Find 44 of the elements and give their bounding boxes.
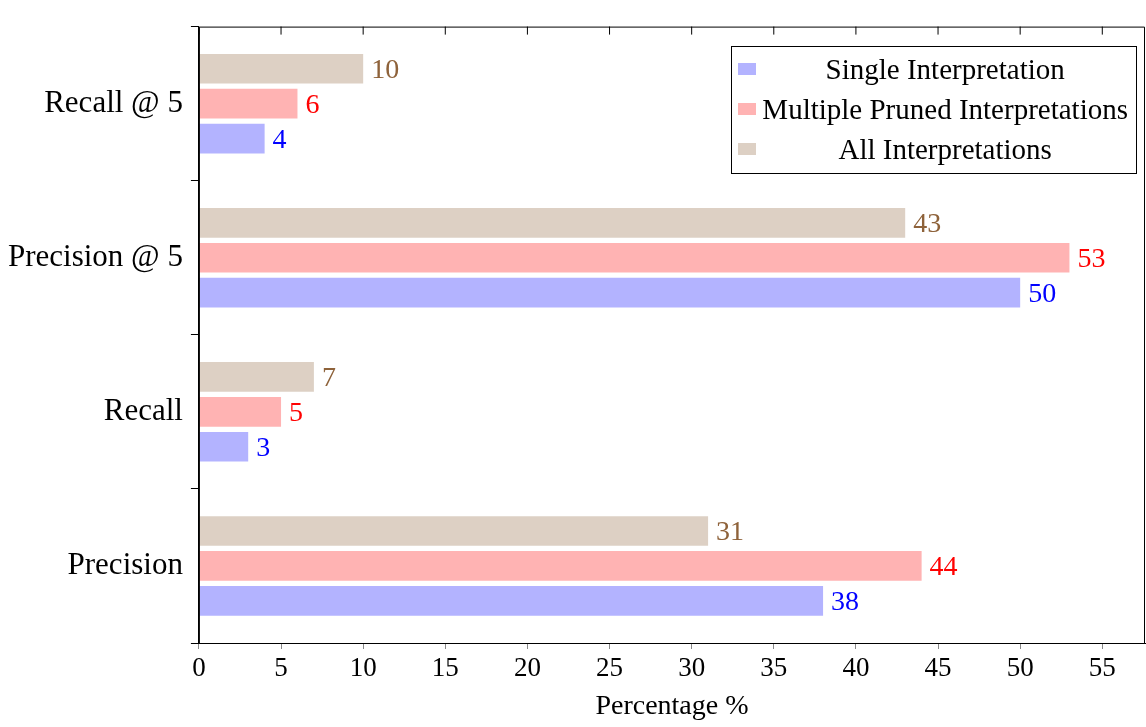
legend-label: Single Interpretation [824, 51, 1066, 87]
y-tick-label: Recall [103, 391, 183, 427]
y-tick-label: Precision @ 5 [8, 237, 183, 273]
bar [199, 242, 1070, 273]
legend-label: Multiple Pruned Interpretations [762, 91, 1128, 127]
bar [199, 397, 282, 427]
x-axis-title: Percentage % [595, 688, 749, 720]
bar [199, 277, 1021, 308]
bar [199, 207, 906, 238]
x-tick-label: 0 [192, 652, 206, 683]
x-tick-label: 25 [596, 652, 624, 683]
data-label: 5 [289, 396, 304, 428]
bar [199, 551, 922, 581]
data-label: 10 [371, 53, 400, 85]
x-tick-label: 15 [431, 652, 459, 683]
data-label: 38 [831, 585, 860, 617]
x-tick-label: 50 [1006, 652, 1034, 683]
bar [199, 123, 265, 154]
data-label: 4 [272, 122, 287, 154]
bar [199, 88, 298, 119]
series-label: All Interpretations [837, 131, 1053, 167]
data-label: 3 [256, 431, 271, 463]
x-tick-label: 45 [924, 652, 952, 683]
data-label: 43 [913, 207, 942, 239]
x-tick-label: 40 [842, 652, 870, 683]
data-label: 50 [1028, 277, 1057, 309]
bar [199, 586, 824, 616]
data-label: 6 [305, 88, 320, 120]
data-label: 53 [1077, 242, 1106, 274]
x-tick-label: 20 [513, 652, 541, 683]
x-tick-label: 10 [349, 652, 377, 683]
x-tick-label: 55 [1088, 652, 1116, 683]
bar [199, 362, 314, 392]
data-label: 44 [929, 550, 958, 582]
data-label: 7 [321, 361, 336, 393]
x-tick-label: 30 [678, 652, 706, 683]
x-tick-label: 35 [760, 652, 788, 683]
bar [199, 431, 249, 462]
y-tick-label: Recall @ 5 [44, 83, 183, 119]
y-tick-label: Precision [67, 546, 184, 582]
data-label: 31 [716, 515, 745, 547]
bar [199, 516, 709, 546]
x-tick-label: 5 [274, 652, 288, 683]
bar [199, 53, 364, 84]
